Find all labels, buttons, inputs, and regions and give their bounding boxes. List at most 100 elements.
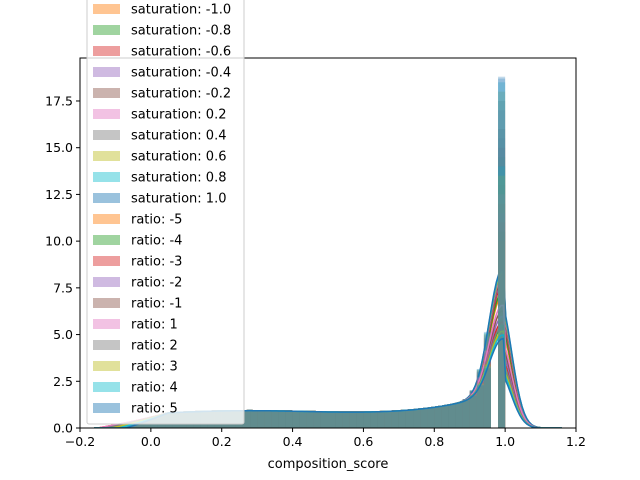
legend-entry: ratio: 1 bbox=[131, 318, 178, 333]
legend-swatch bbox=[93, 214, 120, 224]
legend-entry: saturation: 0.6 bbox=[131, 150, 226, 165]
histogram-bar bbox=[427, 407, 435, 428]
histogram-bar bbox=[384, 411, 392, 428]
histogram-bar bbox=[363, 412, 371, 428]
histogram-bar bbox=[370, 411, 378, 428]
histogram-bar bbox=[271, 410, 279, 428]
histogram-bar bbox=[306, 411, 314, 428]
histogram-bar bbox=[271, 410, 279, 428]
histogram-bar bbox=[391, 411, 399, 428]
histogram-bar bbox=[384, 411, 392, 428]
histogram-bar bbox=[462, 399, 470, 428]
histogram-bar bbox=[483, 364, 491, 428]
histogram-bar bbox=[250, 410, 258, 428]
histogram-bar bbox=[405, 410, 414, 428]
histogram-bar bbox=[427, 407, 435, 428]
histogram-bar bbox=[328, 411, 336, 428]
x-tick-label: 0.0 bbox=[141, 434, 161, 449]
histogram-bar bbox=[455, 402, 463, 428]
histogram-bar bbox=[278, 411, 286, 428]
histogram-bar bbox=[427, 407, 435, 428]
histogram-bar bbox=[427, 407, 435, 428]
histogram-bar bbox=[257, 410, 265, 428]
histogram-bar bbox=[335, 412, 343, 428]
histogram-bar bbox=[242, 410, 251, 428]
histogram-bar bbox=[242, 410, 251, 428]
histogram-bar bbox=[356, 412, 364, 428]
histogram-bar bbox=[356, 412, 364, 428]
histogram-bar bbox=[356, 412, 364, 428]
histogram-bar bbox=[469, 390, 477, 428]
histogram-bar bbox=[413, 409, 421, 428]
histogram-bar bbox=[498, 82, 506, 428]
histogram-bar bbox=[278, 411, 286, 428]
histogram-bar bbox=[328, 411, 336, 428]
legend-swatch bbox=[93, 361, 120, 371]
histogram-bar bbox=[278, 411, 286, 428]
histogram-bar bbox=[434, 406, 442, 428]
histogram-bar bbox=[455, 402, 463, 428]
histogram-bar bbox=[384, 411, 392, 428]
histogram-bar bbox=[271, 410, 279, 428]
histogram-bar bbox=[455, 402, 463, 428]
histogram-bar bbox=[455, 402, 463, 428]
histogram-bar bbox=[462, 400, 470, 428]
histogram-bar bbox=[483, 368, 491, 428]
histogram-bar bbox=[335, 412, 343, 428]
histogram-bar bbox=[328, 411, 336, 428]
histogram-bar bbox=[342, 412, 350, 428]
histogram-bar bbox=[391, 411, 399, 428]
histogram-bar bbox=[427, 407, 435, 428]
histogram-bar bbox=[398, 410, 406, 428]
histogram-bar bbox=[292, 411, 300, 428]
legend-entry: ratio: 5 bbox=[131, 402, 178, 417]
histogram-bar bbox=[306, 411, 314, 428]
histogram-bar bbox=[427, 407, 435, 428]
histogram-bar bbox=[328, 411, 336, 428]
histogram-bar bbox=[377, 411, 385, 428]
histogram-bar bbox=[427, 407, 435, 428]
histogram-bar bbox=[427, 407, 435, 428]
legend-swatch bbox=[93, 130, 120, 140]
histogram-bar bbox=[441, 405, 449, 428]
histogram-bar bbox=[405, 410, 414, 428]
histogram-bar bbox=[469, 394, 477, 428]
histogram-bar bbox=[356, 412, 364, 428]
histogram-bar bbox=[462, 400, 470, 428]
histogram-bar bbox=[349, 412, 357, 428]
histogram-bar bbox=[278, 411, 286, 428]
histogram-bar bbox=[377, 411, 385, 428]
histogram-bar bbox=[250, 410, 258, 428]
histogram-bar bbox=[278, 411, 286, 428]
histogram-bar bbox=[136, 421, 144, 428]
legend-box bbox=[86, 0, 245, 425]
histogram-bar bbox=[405, 410, 414, 428]
histogram-bar bbox=[405, 410, 414, 428]
histogram-bar bbox=[264, 410, 272, 428]
histogram-bar bbox=[413, 409, 421, 428]
histogram-bar bbox=[483, 350, 491, 428]
histogram-bar bbox=[328, 411, 336, 428]
histogram-bar bbox=[370, 411, 378, 428]
histogram-bar bbox=[469, 395, 477, 428]
histogram-bar bbox=[250, 410, 258, 428]
histogram-bar bbox=[242, 410, 251, 428]
histogram-bar bbox=[455, 402, 463, 428]
histogram-bar bbox=[434, 406, 442, 428]
legend-entry: ratio: 4 bbox=[131, 381, 178, 396]
histogram-bar bbox=[377, 411, 385, 428]
histogram-bar bbox=[349, 412, 357, 428]
histogram-bar bbox=[370, 411, 378, 428]
histogram-bar bbox=[469, 390, 477, 428]
histogram-bar bbox=[498, 213, 506, 428]
histogram-bar bbox=[320, 411, 328, 428]
histogram-bar bbox=[398, 410, 406, 428]
legend-swatch bbox=[93, 235, 120, 245]
histogram-bar bbox=[292, 411, 300, 428]
histogram-bar bbox=[264, 410, 272, 428]
histogram-bar bbox=[363, 412, 371, 428]
histogram-bar bbox=[370, 411, 378, 428]
histogram-bar bbox=[335, 412, 343, 428]
histogram-bar bbox=[292, 411, 300, 428]
y-tick-label: 7.5 bbox=[53, 280, 73, 295]
